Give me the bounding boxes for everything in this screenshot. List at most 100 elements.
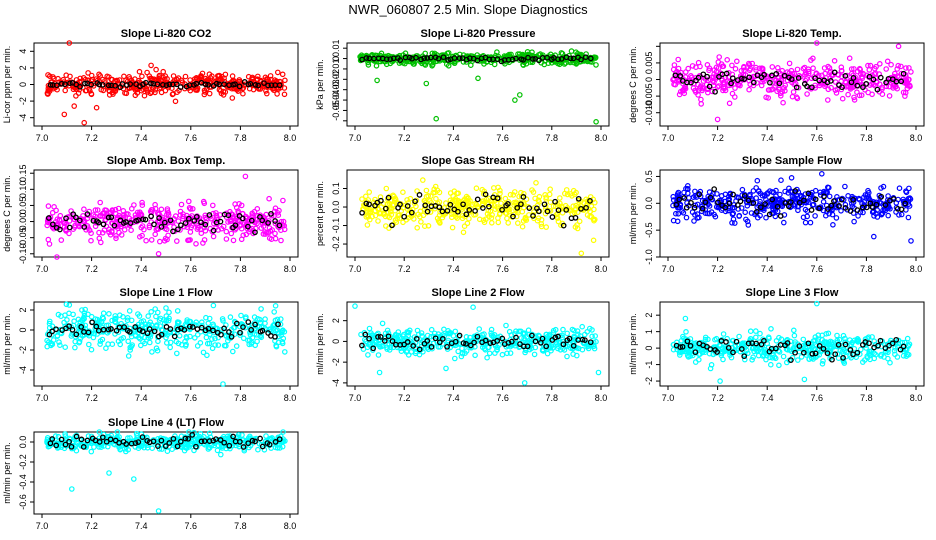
data-point-highlight xyxy=(902,200,909,207)
x-tick-label: 7.8 xyxy=(234,264,247,274)
y-tick-label: 1 xyxy=(644,329,654,334)
data-point-highlight xyxy=(210,227,217,234)
x-tick-label: 7.2 xyxy=(85,521,98,531)
data-point-highlight xyxy=(549,214,556,220)
data-point xyxy=(745,222,752,228)
x-tick-label: 7.0 xyxy=(36,393,49,403)
data-points xyxy=(670,300,913,384)
data-point xyxy=(571,209,578,216)
data-point xyxy=(388,211,395,218)
data-point xyxy=(272,302,279,309)
data-point xyxy=(281,91,288,98)
y-tick-label: 4 xyxy=(18,49,28,54)
data-point xyxy=(396,212,403,219)
data-point xyxy=(157,238,163,245)
plot-title: Slope Line 2 Flow xyxy=(432,287,525,299)
plot-title: Slope Line 3 Flow xyxy=(746,287,839,299)
data-point xyxy=(479,198,486,205)
data-point xyxy=(503,322,509,329)
data-point-highlight xyxy=(796,199,803,206)
data-point-highlight xyxy=(863,81,870,87)
data-point xyxy=(727,190,734,197)
data-point xyxy=(754,80,760,86)
data-point xyxy=(464,220,471,227)
data-point xyxy=(792,196,799,203)
data-point xyxy=(364,222,371,228)
data-point xyxy=(672,210,679,217)
data-point xyxy=(699,203,706,209)
x-tick-label: 7.6 xyxy=(496,393,509,403)
x-tick-label: 7.4 xyxy=(135,393,148,403)
x-tick-label: 8.0 xyxy=(284,393,297,403)
data-point-highlight xyxy=(178,222,184,229)
data-point xyxy=(385,213,392,219)
data-point xyxy=(713,69,720,75)
data-point xyxy=(851,94,857,101)
data-point xyxy=(414,188,420,194)
data-point-highlight xyxy=(514,205,521,211)
data-point xyxy=(763,94,769,101)
data-point-highlight xyxy=(812,75,818,82)
data-point xyxy=(885,212,892,219)
y-tick-label: 0.10 xyxy=(18,181,28,199)
data-point xyxy=(66,302,73,308)
data-point xyxy=(375,352,382,358)
data-point xyxy=(80,218,87,224)
y-tick-label: 0.0 xyxy=(331,201,341,214)
data-point xyxy=(176,332,183,339)
data-point xyxy=(534,202,541,209)
data-point xyxy=(753,195,760,201)
data-point xyxy=(898,211,905,218)
data-point xyxy=(869,91,875,98)
data-point-highlight xyxy=(681,195,688,201)
data-point xyxy=(825,63,831,70)
x-tick-label: 7.8 xyxy=(546,393,559,403)
data-point-highlight xyxy=(510,213,516,220)
data-point xyxy=(46,73,53,80)
data-point xyxy=(243,231,250,238)
data-point xyxy=(62,87,68,94)
data-point xyxy=(557,200,563,207)
data-point xyxy=(266,235,273,242)
data-point-highlight xyxy=(175,226,181,233)
data-point xyxy=(698,208,705,215)
plot-title: Slope Li-820 CO2 xyxy=(121,28,211,40)
data-point xyxy=(730,210,737,217)
plot-title: Slope Li-820 Temp. xyxy=(742,28,841,40)
data-point-highlight xyxy=(480,205,486,211)
data-point xyxy=(750,82,757,89)
data-point-highlight xyxy=(248,217,255,224)
data-point-highlight xyxy=(58,80,65,87)
data-point-highlight xyxy=(776,80,783,87)
data-point xyxy=(138,224,145,231)
data-point-highlight xyxy=(525,54,531,61)
data-point xyxy=(895,43,902,50)
data-point xyxy=(848,66,855,72)
y-tick-label: -0.2 xyxy=(331,236,341,252)
data-point xyxy=(392,207,399,214)
data-point xyxy=(121,227,128,233)
data-point-highlight xyxy=(801,197,807,204)
data-point xyxy=(804,91,810,97)
data-point xyxy=(254,338,260,345)
data-point xyxy=(833,215,840,221)
data-point xyxy=(810,201,817,208)
data-point xyxy=(908,238,914,244)
data-point xyxy=(572,224,579,230)
data-point xyxy=(240,90,246,97)
data-point xyxy=(894,66,901,72)
data-point xyxy=(736,213,742,219)
data-point xyxy=(681,90,688,97)
data-points xyxy=(44,40,288,126)
data-point-highlight xyxy=(831,198,837,204)
data-point xyxy=(88,237,94,244)
data-point-highlight xyxy=(99,81,106,88)
data-point xyxy=(145,313,152,319)
data-point xyxy=(220,92,227,98)
data-point xyxy=(748,210,755,216)
data-point xyxy=(204,352,210,359)
data-point xyxy=(722,85,728,92)
data-point-highlight xyxy=(255,82,262,89)
data-point-highlight xyxy=(769,196,776,203)
x-tick-label: 7.2 xyxy=(711,264,724,274)
